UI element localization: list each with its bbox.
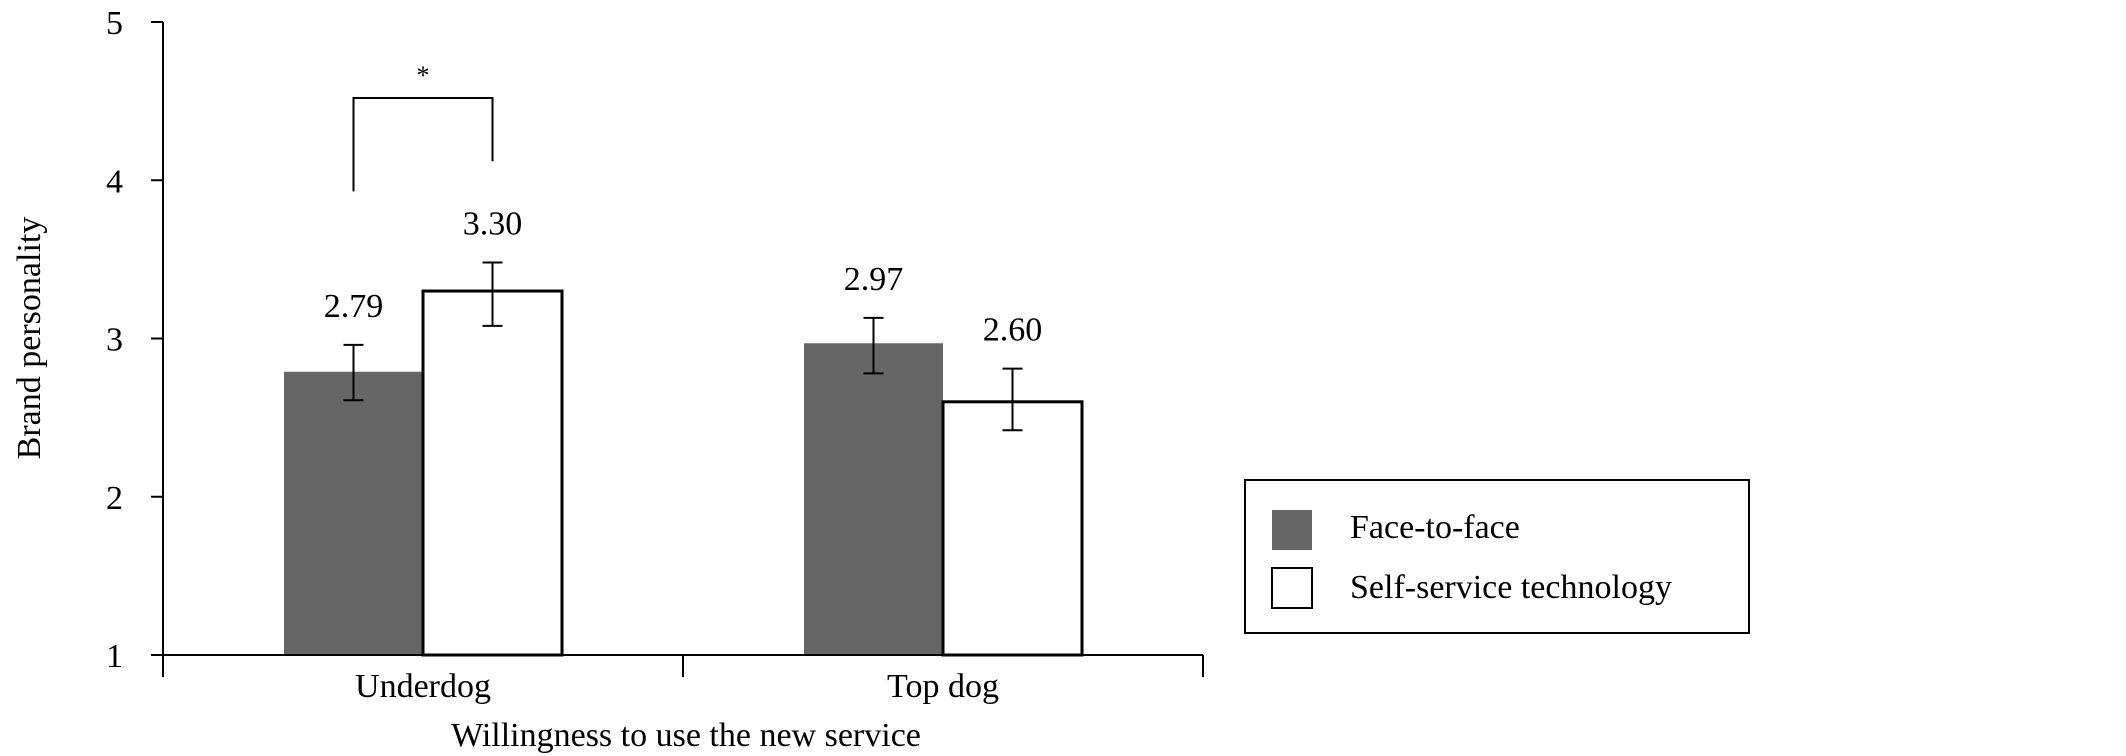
y-axis-label: Brand personality — [11, 217, 48, 460]
y-axis-ticks: 1 2 3 4 5 — [106, 5, 163, 675]
value-label-underdog-face-to-face: 2.79 — [324, 288, 384, 325]
significance-bracket: * — [352, 61, 494, 192]
legend-box — [1244, 479, 1750, 634]
error-bar-top-dog-self-service-technology — [1002, 367, 1023, 432]
value-label-top-dog-face-to-face: 2.97 — [844, 261, 904, 298]
x-tick-label-underdog: Underdog — [355, 668, 491, 705]
value-labels: 2.79 3.30 2.97 2.60 — [324, 206, 1043, 349]
y-tick-label-5: 5 — [106, 5, 123, 42]
error-bar-top-dog-face-to-face — [863, 316, 884, 375]
value-label-top-dog-self-service-technology: 2.60 — [983, 312, 1043, 349]
bar-underdog-face-to-face — [284, 371, 423, 655]
y-tick-label-1: 1 — [106, 638, 123, 675]
y-tick-label-2: 2 — [106, 480, 123, 517]
significance-bracket-line — [352, 96, 494, 192]
legend-swatch-self-service-technology — [1271, 567, 1313, 609]
significance-marker: * — [417, 61, 430, 90]
error-bars — [343, 261, 1023, 432]
bar-underdog-self-service-technology — [421, 289, 564, 657]
bars — [284, 289, 1084, 657]
legend-label-face-to-face: Face-to-face — [1350, 509, 1520, 546]
x-tick-label-top-dog: Top dog — [887, 668, 999, 705]
bar-top-dog-face-to-face — [804, 343, 943, 655]
x-axis-ticks: Underdog Top dog — [162, 655, 1204, 705]
error-bar-underdog-face-to-face — [343, 343, 364, 402]
legend-swatch-face-to-face — [1272, 510, 1312, 550]
x-axis-label: Willingness to use the new service — [451, 717, 921, 754]
bar-top-dog-self-service-technology — [941, 400, 1084, 657]
value-label-underdog-self-service-technology: 3.30 — [463, 206, 523, 243]
legend-label-self-service-technology: Self-service technology — [1350, 569, 1672, 606]
error-bar-underdog-self-service-technology — [482, 261, 503, 327]
legend: Face-to-face Self-service technology — [1244, 479, 1750, 634]
y-tick-label-3: 3 — [106, 322, 123, 359]
y-tick-label-4: 4 — [106, 163, 123, 200]
